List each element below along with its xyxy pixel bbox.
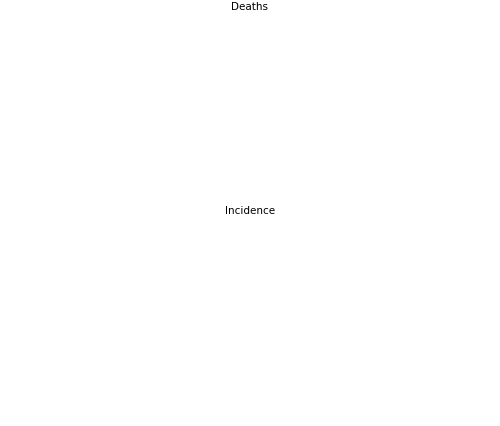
- Title: Incidence: Incidence: [225, 207, 275, 216]
- Title: Deaths: Deaths: [232, 2, 268, 12]
